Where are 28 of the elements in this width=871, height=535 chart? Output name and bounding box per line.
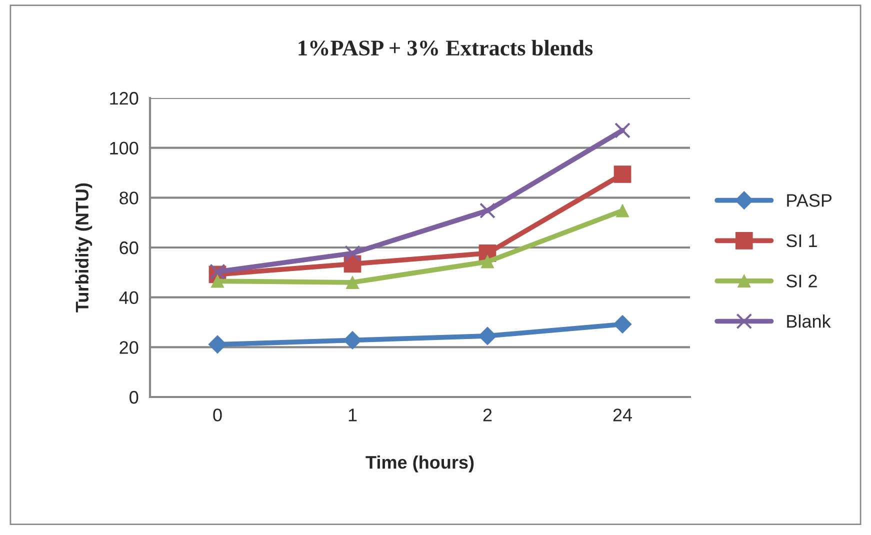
y-tick-label: 120 — [110, 92, 138, 105]
point — [614, 166, 632, 183]
y-axis-title: Turbidity (NTU) — [75, 183, 92, 312]
point — [480, 202, 496, 219]
point — [616, 204, 630, 218]
legend-label: SI 1 — [786, 234, 817, 248]
point — [613, 315, 632, 334]
point — [478, 326, 497, 346]
x-tick-label: 24 — [613, 408, 632, 422]
point — [480, 255, 494, 268]
y-tick-label: 40 — [119, 291, 138, 304]
y-tick-label: 0 — [130, 390, 138, 404]
y-tick-label: 100 — [110, 142, 138, 155]
x-tick-label: 0 — [213, 408, 222, 422]
y-tick-label: 80 — [120, 192, 138, 204]
point — [210, 264, 226, 280]
legend-label: PASP — [787, 194, 832, 207]
point — [344, 245, 360, 262]
y-tick-label: 60 — [120, 241, 138, 254]
legend-label: Blank — [787, 314, 831, 328]
y-tick-label: 20 — [120, 341, 138, 354]
x-tick-label: 2 — [483, 408, 492, 422]
legend-label: SI 2 — [786, 274, 817, 288]
point — [614, 122, 630, 138]
x-axis-title: Time (hours) — [366, 456, 474, 472]
x-tick-label: 1 — [348, 408, 357, 422]
point — [346, 276, 360, 289]
chart-title: 1%PASP + 3% Extracts blends — [298, 40, 593, 56]
